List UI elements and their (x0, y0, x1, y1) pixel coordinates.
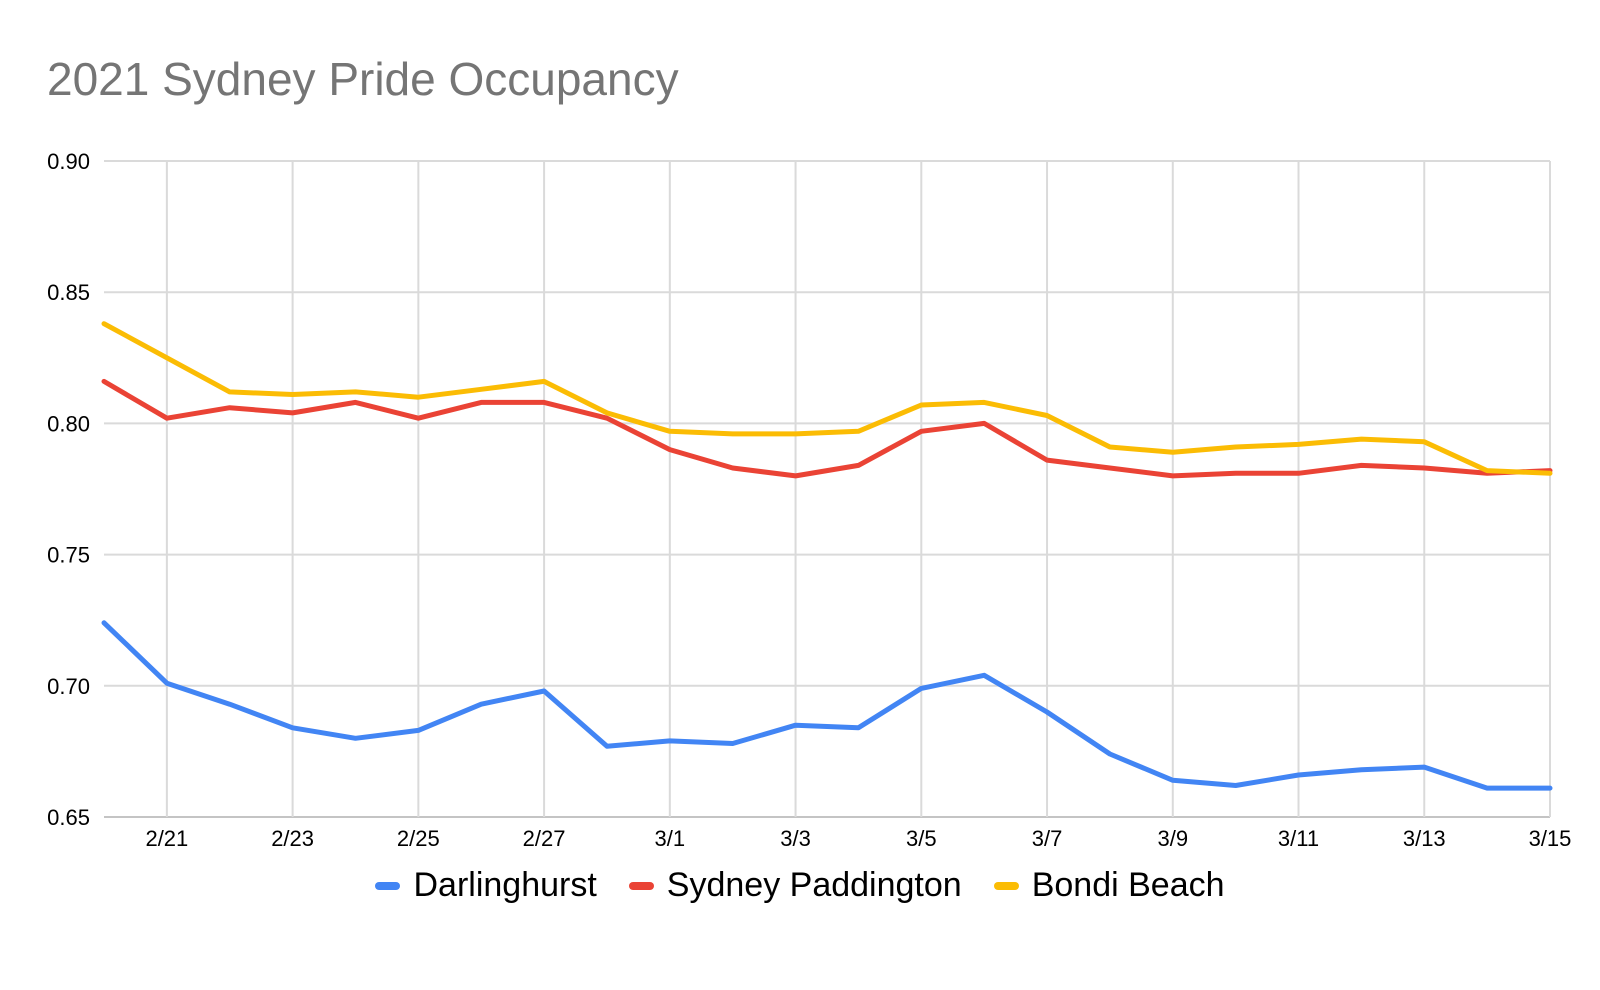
sydney-paddington-legend-dash (628, 881, 654, 890)
darlinghurst-legend-dash (375, 881, 401, 890)
x-tick-label: 2/21 (145, 826, 188, 851)
y-tick-label: 0.80 (47, 411, 90, 436)
x-tick-label: 3/7 (1032, 826, 1063, 851)
y-tick-label: 0.90 (47, 149, 90, 174)
bondi-beach-legend-dash (993, 881, 1019, 890)
y-tick-label: 0.85 (47, 280, 90, 305)
legend-item-sydney-paddington[interactable]: Sydney Paddington (628, 866, 962, 905)
x-tick-label: 3/5 (906, 826, 937, 851)
x-tick-label: 3/3 (780, 826, 811, 851)
y-tick-label: 0.65 (47, 805, 90, 830)
legend-item-darlinghurst[interactable]: Darlinghurst (375, 866, 597, 905)
legend-label: Darlinghurst (413, 866, 597, 904)
x-tick-label: 3/11 (1278, 826, 1319, 851)
x-tick-label: 3/9 (1157, 826, 1188, 851)
x-tick-label: 2/27 (523, 826, 566, 851)
x-tick-label: 2/23 (271, 826, 314, 851)
chart-title: 2021 Sydney Pride Occupancy (47, 53, 679, 105)
legend-label: Sydney Paddington (666, 866, 962, 904)
y-tick-label: 0.70 (47, 674, 90, 699)
x-tick-label: 3/13 (1403, 826, 1446, 851)
darlinghurst-line[interactable] (101, 620, 1553, 791)
legend-label: Bondi Beach (1031, 866, 1225, 904)
bondi-beach-line[interactable] (101, 321, 1553, 476)
chart-legend: Darlinghurst Sydney Paddington Bondi Beach (0, 866, 1600, 905)
y-tick-label: 0.75 (47, 543, 90, 568)
x-tick-label: 3/15 (1529, 826, 1572, 851)
x-tick-label: 3/1 (655, 826, 686, 851)
sydney-paddington-line[interactable] (101, 378, 1553, 479)
legend-item-bondi-beach[interactable]: Bondi Beach (993, 866, 1225, 905)
x-tick-label: 2/25 (397, 826, 440, 851)
